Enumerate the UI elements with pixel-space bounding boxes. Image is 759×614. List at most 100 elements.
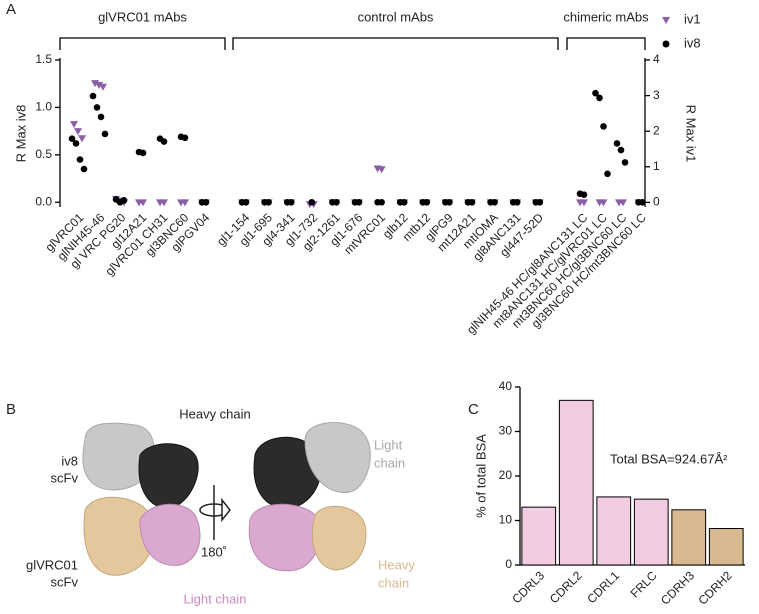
y-tick-label: 1.5 xyxy=(35,52,52,66)
y-tick-label: 40 xyxy=(499,379,513,393)
structure-label: scFv xyxy=(51,574,79,589)
structure-label: chain xyxy=(378,575,409,590)
structure-label: glVRC01 xyxy=(26,557,78,572)
y-tick-label: 30 xyxy=(499,424,513,438)
point xyxy=(72,140,80,147)
annotation: Total BSA=924.67Å² xyxy=(610,451,728,466)
legend-marker xyxy=(662,17,670,24)
structure-label: Light xyxy=(374,437,403,452)
point xyxy=(160,138,168,145)
point xyxy=(89,92,97,100)
point xyxy=(80,165,88,173)
point xyxy=(621,159,629,166)
point xyxy=(120,197,128,204)
point xyxy=(639,198,646,206)
x-tick-label: CDRL3 xyxy=(509,568,547,606)
rotation-icon xyxy=(199,485,231,540)
group-label: glVRC01 mAbs xyxy=(98,9,187,24)
point xyxy=(604,170,611,178)
point xyxy=(99,83,107,91)
y-axis-label: R Max iv8 xyxy=(13,105,28,163)
structure-label: iv8 xyxy=(61,453,78,468)
point xyxy=(91,80,99,88)
point xyxy=(139,199,147,207)
legend-marker xyxy=(662,40,670,48)
y-axis-label: % of total BSA xyxy=(473,434,488,518)
point xyxy=(619,199,627,207)
structure-label: Heavy xyxy=(378,557,415,572)
point xyxy=(160,199,168,207)
point xyxy=(355,198,363,206)
structure-label: chain xyxy=(374,455,405,470)
point xyxy=(95,81,103,89)
point xyxy=(139,149,147,157)
legend-label: iv8 xyxy=(684,35,701,50)
point xyxy=(446,198,453,206)
point xyxy=(580,191,588,198)
x-tick-label: CDRH3 xyxy=(658,568,697,607)
y2-tick-label: 0 xyxy=(653,195,660,209)
point xyxy=(308,198,316,206)
point xyxy=(97,113,105,121)
point xyxy=(377,166,386,174)
y-tick-label: 20 xyxy=(499,468,513,482)
point xyxy=(580,199,588,207)
structure-label: Heavy chain xyxy=(179,406,251,421)
point xyxy=(513,198,521,206)
legend-label: iv1 xyxy=(684,11,701,26)
point xyxy=(101,130,109,138)
x-tick-label: CDRL1 xyxy=(584,568,622,606)
point xyxy=(592,89,599,97)
point xyxy=(333,198,340,206)
bar xyxy=(708,528,744,566)
x-tick-label: CDRH2 xyxy=(695,568,734,607)
point xyxy=(400,198,408,206)
point xyxy=(78,135,86,143)
y-tick-label: 1.0 xyxy=(35,100,52,114)
panel-letter: A xyxy=(6,1,16,18)
y-tick-label: 10 xyxy=(499,513,513,527)
point xyxy=(536,198,544,206)
structure-label: 180˚ xyxy=(201,544,227,559)
point xyxy=(202,198,210,206)
group-bracket xyxy=(59,37,226,50)
point xyxy=(491,198,498,206)
point xyxy=(617,146,625,154)
structure-right xyxy=(248,422,371,572)
point xyxy=(70,121,78,129)
x-tick-label: FRLC xyxy=(628,568,660,600)
point xyxy=(93,104,101,111)
point xyxy=(181,199,189,207)
point xyxy=(265,198,272,206)
point xyxy=(242,198,250,206)
structure-label: scFv xyxy=(51,470,79,485)
y2-tick-label: 1 xyxy=(653,159,660,173)
group-label: chimeric mAbs xyxy=(563,9,649,24)
point xyxy=(378,198,385,206)
y2-tick-label: 3 xyxy=(653,88,660,102)
bar xyxy=(671,509,707,566)
panel-letter: C xyxy=(468,401,479,418)
point xyxy=(468,198,476,206)
y-tick-label: 0 xyxy=(505,557,512,571)
group-bracket xyxy=(566,37,646,50)
point xyxy=(287,198,295,206)
x-tick-label: CDRL2 xyxy=(547,568,585,606)
y-tick-label: 0.0 xyxy=(35,194,52,208)
bar xyxy=(633,498,669,566)
point xyxy=(68,135,76,143)
point xyxy=(600,123,607,130)
y-tick-label: 0.5 xyxy=(35,147,52,161)
y2-axis-label: R Max iv1 xyxy=(684,105,699,163)
bar xyxy=(558,399,594,566)
y2-tick-label: 2 xyxy=(653,123,660,137)
group-bracket xyxy=(232,37,559,50)
point xyxy=(613,140,621,147)
panel-letter: B xyxy=(6,401,16,418)
point xyxy=(74,128,82,136)
point xyxy=(596,94,603,102)
bar xyxy=(521,506,557,566)
structure-label: Light chain xyxy=(184,591,247,606)
point xyxy=(76,156,84,163)
